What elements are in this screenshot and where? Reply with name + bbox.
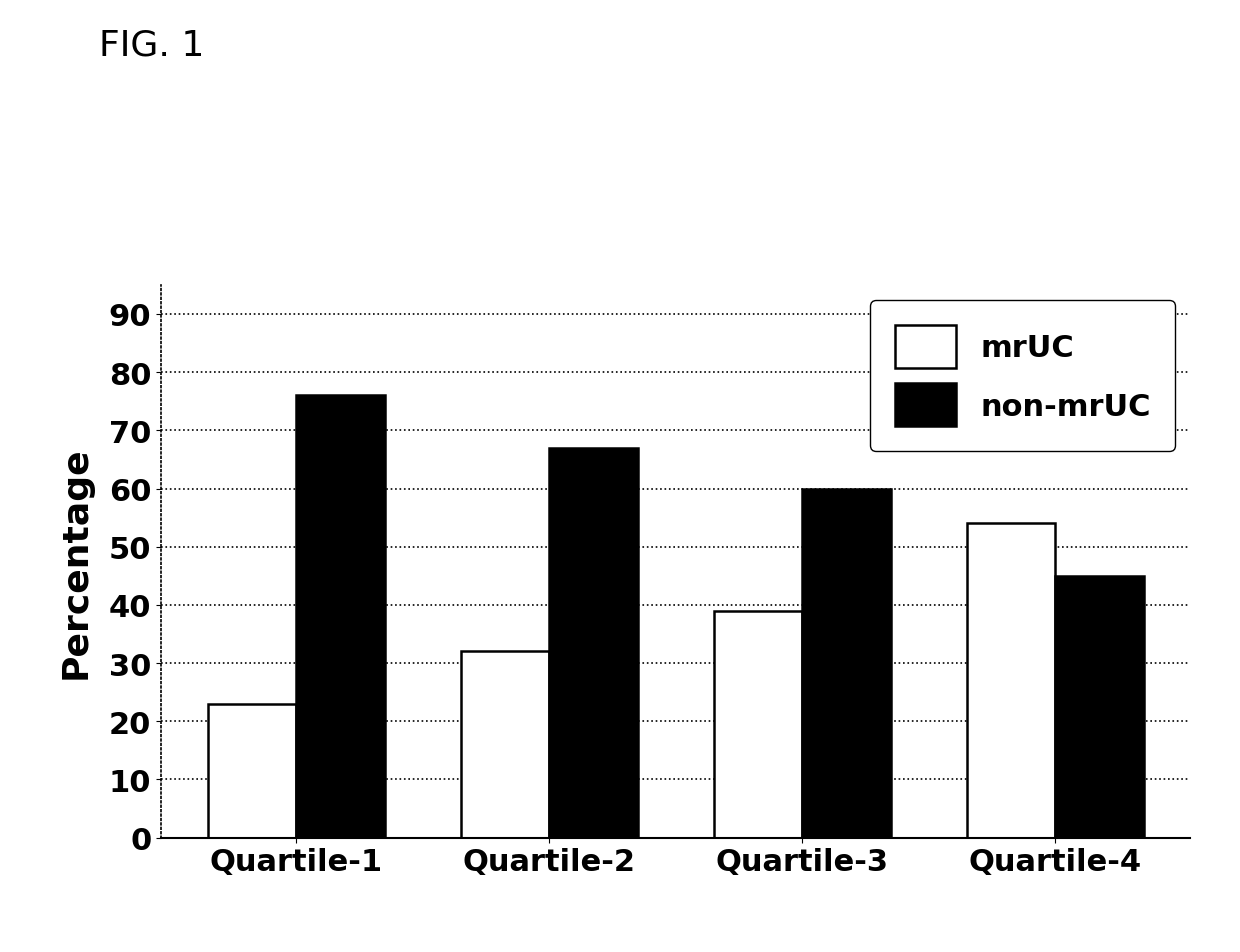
Bar	[296, 396, 384, 838]
Bar	[802, 489, 890, 838]
Bar	[208, 704, 296, 838]
Y-axis label: Percentage: Percentage	[58, 446, 92, 678]
Legend: mrUC, non-mrUC: mrUC, non-mrUC	[870, 301, 1176, 451]
Bar	[967, 524, 1055, 838]
Bar	[714, 611, 802, 838]
Bar	[549, 448, 637, 838]
Bar	[461, 652, 549, 838]
Text: FIG. 1: FIG. 1	[99, 29, 205, 63]
Bar	[1055, 576, 1143, 838]
